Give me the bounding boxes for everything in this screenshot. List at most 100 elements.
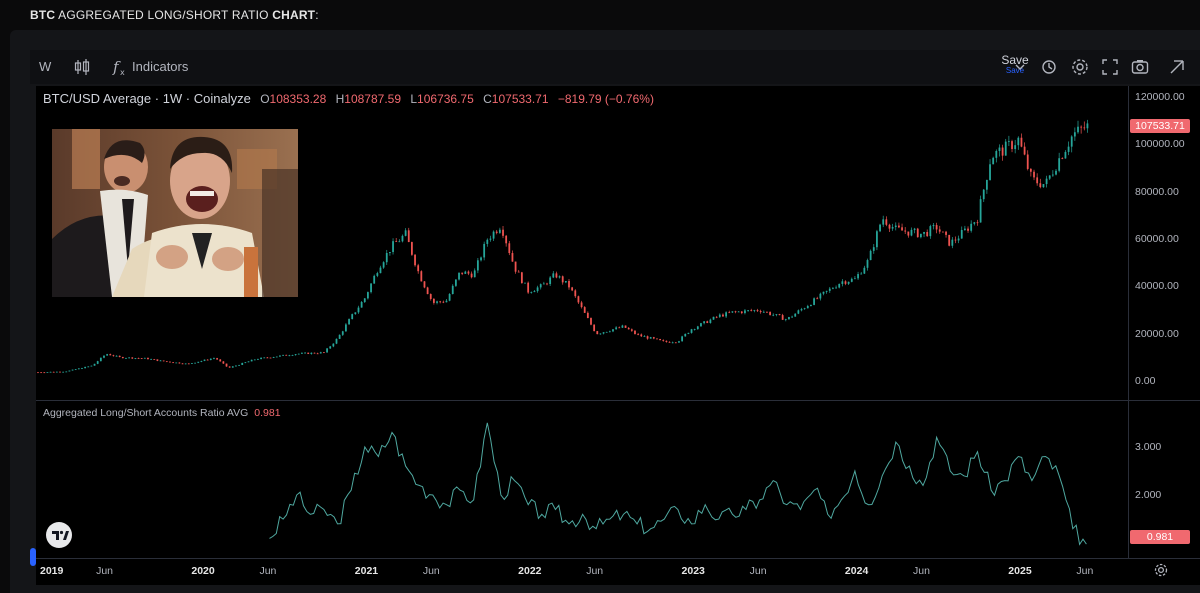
symbol-label[interactable]: BTC/USD Average · 1W · Coinalyze	[43, 91, 251, 106]
candle-body	[326, 348, 328, 353]
low-key: L	[410, 92, 418, 106]
candle-body	[571, 287, 574, 291]
candle-body	[1026, 154, 1029, 169]
candle-body	[693, 329, 696, 330]
candle-body	[593, 324, 596, 332]
candle-body	[392, 241, 394, 253]
candle-body	[1080, 126, 1083, 128]
candle-body	[835, 287, 837, 289]
candle-body	[222, 361, 225, 364]
candle-body	[363, 298, 366, 302]
candle-body	[800, 309, 803, 311]
candle-body	[439, 301, 442, 303]
candle-body	[539, 284, 542, 288]
candle-body	[216, 358, 218, 360]
candle-body	[486, 239, 489, 244]
fullscreen-icon[interactable]	[1100, 57, 1120, 77]
candle-body	[810, 304, 812, 307]
candle-body	[231, 366, 234, 368]
candle-body	[599, 333, 602, 335]
pane-separator[interactable]	[36, 400, 1200, 401]
candle-body	[341, 331, 344, 335]
candle-body	[1029, 168, 1032, 172]
candle-body	[649, 337, 652, 339]
publish-icon[interactable]	[1167, 57, 1187, 77]
candle-type-icon[interactable]	[72, 57, 92, 77]
alert-clock-icon[interactable]	[1039, 57, 1059, 77]
candle-body	[715, 316, 718, 318]
time-axis[interactable]	[36, 558, 1200, 585]
candle-body	[417, 265, 420, 272]
indicators-button[interactable]: Indicators	[132, 59, 189, 74]
low-value: 106736.75	[417, 92, 474, 106]
tradingview-logo[interactable]	[46, 522, 72, 548]
open-value: 108353.28	[269, 92, 327, 106]
chevron-down-icon[interactable]	[1010, 57, 1030, 77]
candle-body	[879, 224, 881, 232]
candle-body	[781, 315, 784, 320]
interval-button[interactable]: W	[39, 59, 52, 74]
indicator-legend[interactable]: Aggregated Long/Short Accounts Ratio AVG…	[43, 407, 281, 419]
candle-body	[1017, 137, 1020, 146]
candle-body	[178, 362, 181, 364]
candle-body	[762, 311, 765, 313]
candle-body	[555, 273, 558, 278]
scale-handle[interactable]	[30, 548, 36, 566]
candle-body	[373, 275, 376, 284]
price-axis-tick: 20000.00	[1135, 327, 1179, 340]
candle-body	[74, 369, 77, 371]
candle-body	[467, 271, 470, 274]
time-axis-tick: Jun	[96, 565, 113, 577]
candle-body	[109, 354, 112, 356]
candle-body	[910, 229, 913, 236]
time-axis-tick: 2025	[1008, 565, 1032, 577]
candle-body	[1020, 137, 1023, 147]
axis-settings-gear-icon[interactable]	[1153, 562, 1169, 578]
candle-body	[1058, 158, 1061, 171]
candle-body	[49, 371, 52, 373]
candle-body	[498, 229, 501, 233]
candle-body	[404, 230, 407, 236]
candle-body	[527, 282, 530, 293]
candle-body	[1004, 141, 1007, 156]
ratio-line-series	[269, 422, 1087, 546]
candle-body	[297, 353, 300, 355]
candle-body	[1083, 127, 1086, 129]
candle-body	[612, 329, 614, 332]
candle-body	[288, 355, 291, 357]
candle-body	[530, 292, 533, 293]
candle-body	[319, 352, 322, 354]
candle-body	[744, 310, 746, 314]
candle-body	[753, 310, 756, 311]
candle-body	[323, 352, 325, 354]
candle-body	[791, 316, 793, 318]
indicators-icon[interactable]: f x	[110, 57, 130, 77]
ratio-line	[269, 422, 1087, 546]
candle-body	[854, 278, 856, 280]
candle-body	[995, 150, 998, 158]
candle-body	[1067, 146, 1070, 152]
candle-body	[907, 231, 910, 236]
price-axis[interactable]	[1128, 86, 1200, 558]
candle-body	[957, 238, 960, 241]
candle-body	[696, 326, 699, 330]
candle-body	[436, 301, 438, 303]
candle-body	[282, 354, 284, 356]
save-status: Save	[1005, 66, 1025, 75]
candle-body	[401, 235, 404, 242]
gear-icon[interactable]	[1070, 57, 1090, 77]
candle-body	[819, 293, 822, 299]
candle-body	[734, 311, 737, 313]
camera-icon[interactable]	[1130, 57, 1150, 77]
candle-body	[1007, 141, 1010, 142]
candle-body	[162, 360, 165, 362]
candle-body	[690, 329, 693, 333]
candle-body	[838, 283, 841, 288]
candle-body	[561, 276, 564, 283]
save-button[interactable]: Save Save	[992, 53, 1038, 75]
candle-body	[307, 352, 310, 354]
candle-body	[847, 281, 850, 284]
candle-body	[932, 225, 935, 227]
candle-body	[1042, 184, 1045, 188]
candle-body	[420, 271, 423, 282]
